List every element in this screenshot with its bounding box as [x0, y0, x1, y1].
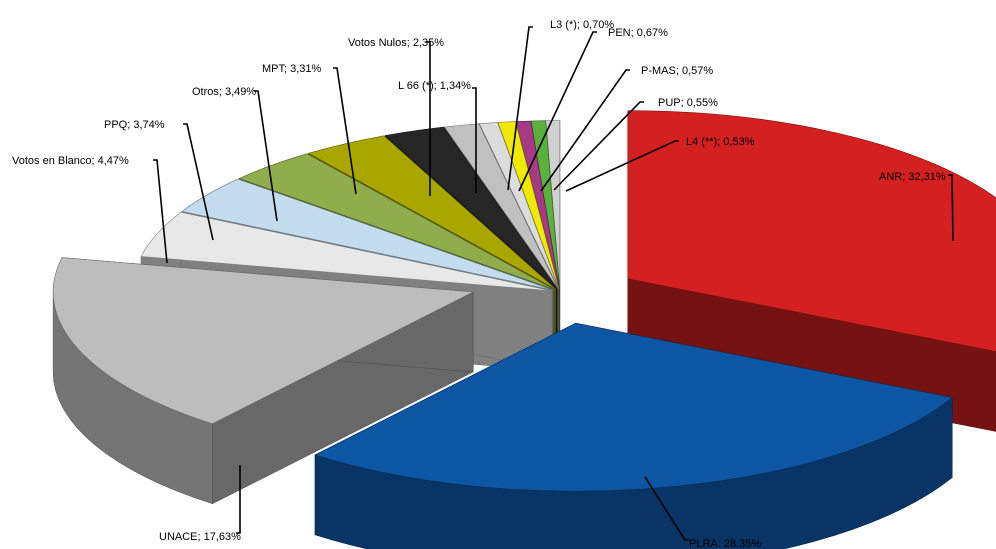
leader-lines — [153, 26, 954, 541]
pie-slice — [52, 257, 475, 505]
leader-line — [236, 465, 241, 534]
leader-line — [540, 69, 630, 192]
slice-label: L 66 (*); 1,34% — [398, 80, 471, 92]
leader-line — [254, 90, 278, 222]
slice-label: Votos en Blanco; 4,47% — [12, 155, 129, 167]
leader-line — [507, 26, 533, 191]
slice-label: ANR; 32,31% — [879, 171, 946, 183]
leader-line — [153, 159, 168, 264]
leader-line — [644, 476, 689, 541]
pie-slice — [314, 322, 953, 549]
slice-label: UNACE; 17,63% — [159, 531, 241, 543]
data-labels: ANR; 32,31% PLRA: 28.35% UNACE; 17,63% Voto… — [12, 19, 946, 549]
leader-line — [553, 101, 644, 191]
slice-label: PEN; 0,67% — [608, 27, 668, 39]
leader-line — [565, 140, 679, 192]
slice-label: PUP; 0,55% — [658, 97, 718, 109]
pie-slices — [52, 110, 996, 549]
slice-label: MPT; 3,31% — [262, 63, 322, 75]
slice-label: P-MAS; 0,57% — [641, 65, 713, 77]
slice-label: PLRA: 28.35% — [689, 538, 761, 549]
leader-line — [472, 87, 477, 193]
leader-line — [948, 174, 954, 242]
slice-label: Otros; 3,49% — [192, 86, 256, 98]
slice-label: PPQ; 3,74% — [104, 119, 165, 131]
leader-line — [518, 31, 597, 192]
leader-line — [183, 123, 214, 241]
slice-label: Votos Nulos; 2,35% — [348, 37, 444, 49]
slice-label: L4 (**); 0,53% — [686, 136, 755, 148]
leader-line — [333, 67, 357, 195]
leader-line — [426, 41, 431, 196]
slice-label: L3 (*); 0,70% — [550, 19, 614, 31]
